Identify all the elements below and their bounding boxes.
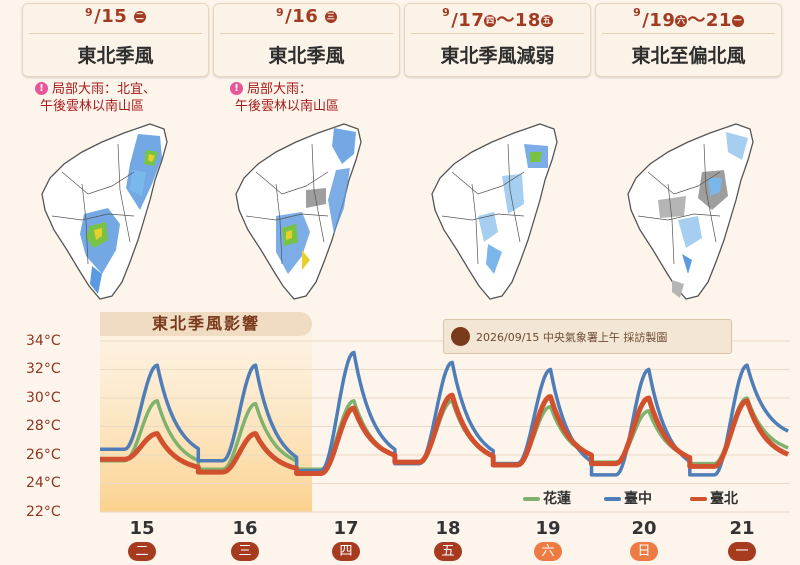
panel-wind: 東北季風減弱 <box>440 45 555 67</box>
weekday-badge: 一 <box>728 542 756 561</box>
rain-maps <box>41 123 754 300</box>
panel-wind: 東北季風 <box>268 45 345 67</box>
weekday-badge: 六 <box>534 542 562 561</box>
heavy-rain-warning-0915: ! 局部大雨：北宜、 午後雲林以南山區 <box>35 81 156 115</box>
y-tick-label: 26°C <box>26 447 61 463</box>
legend-taipei: 臺北 <box>690 488 738 508</box>
x-tick-label: 16 <box>232 518 258 539</box>
x-tick-label: 17 <box>333 518 359 539</box>
panel-date: 9/15 二 <box>84 6 147 27</box>
y-tick-label: 28°C <box>26 418 61 434</box>
x-tick-label: 15 <box>129 518 155 539</box>
weekday-badge: 二 <box>128 542 156 561</box>
chart-title: 東北季風影響 <box>100 312 312 336</box>
panel-date: 9/17 四～18 五 <box>442 6 553 31</box>
y-tick-label: 30°C <box>26 390 61 406</box>
weekday-badge: 日 <box>630 542 658 561</box>
panel-date: 9/16 三 <box>275 6 338 27</box>
y-tick-label: 22°C <box>26 504 61 520</box>
series-lines <box>99 350 790 477</box>
northeast-monsoon-shade <box>100 330 312 512</box>
weekday-badge: 三 <box>325 11 338 23</box>
x-tick-label: 18 <box>435 518 461 539</box>
cwa-logo-icon <box>451 327 470 346</box>
x-tick-label: 19 <box>535 518 561 539</box>
panel-0915: 9/15 二 東北季風 <box>22 3 209 77</box>
rain-map-0919-21 <box>627 123 754 300</box>
panel-date: 9/19 六～21 一 <box>633 6 744 31</box>
weekday-badge: 六 <box>675 15 688 27</box>
weekday-badge: 三 <box>231 542 259 561</box>
weekday-badge: 五 <box>540 15 553 27</box>
panel-wind: 東北至偏北風 <box>631 45 746 67</box>
rain-map-0916 <box>235 123 362 300</box>
series-line-taipei <box>99 392 790 476</box>
panel-wind: 東北季風 <box>77 45 154 67</box>
x-tick-label: 20 <box>631 518 657 539</box>
panel-0917-18: 9/17 四～18 五 東北季風減弱 <box>404 3 591 77</box>
heavy-rain-warning-0916: ! 局部大雨： 午後雲林以南山區 <box>230 81 339 115</box>
x-tick-label: 21 <box>729 518 755 539</box>
alert-icon: ! <box>35 82 48 95</box>
weekday-badge: 二 <box>134 11 147 23</box>
alert-icon: ! <box>230 82 243 95</box>
temperature-chart <box>99 330 790 513</box>
credit-text: 2026/09/15 中央氣象署上午 採訪製圖 <box>476 331 668 344</box>
credit-box: 2026/09/15 中央氣象署上午 採訪製圖 <box>443 319 732 354</box>
legend-taichung: 臺中 <box>604 488 652 508</box>
y-tick-label: 32°C <box>26 361 61 377</box>
rain-map-0917-18 <box>431 123 558 300</box>
weekday-badge: 五 <box>434 542 462 561</box>
legend-hualien: 花蓮 <box>523 488 571 508</box>
panel-0916: 9/16 三 東北季風 <box>213 3 400 77</box>
y-tick-label: 34°C <box>26 333 61 349</box>
panel-0919-21: 9/19 六～21 一 東北至偏北風 <box>595 3 782 77</box>
weekday-badge: 一 <box>731 15 744 27</box>
weekday-badge: 四 <box>484 15 497 27</box>
y-tick-label: 24°C <box>26 475 61 491</box>
weekday-badge: 四 <box>332 542 360 561</box>
rain-map-0915 <box>41 123 168 300</box>
